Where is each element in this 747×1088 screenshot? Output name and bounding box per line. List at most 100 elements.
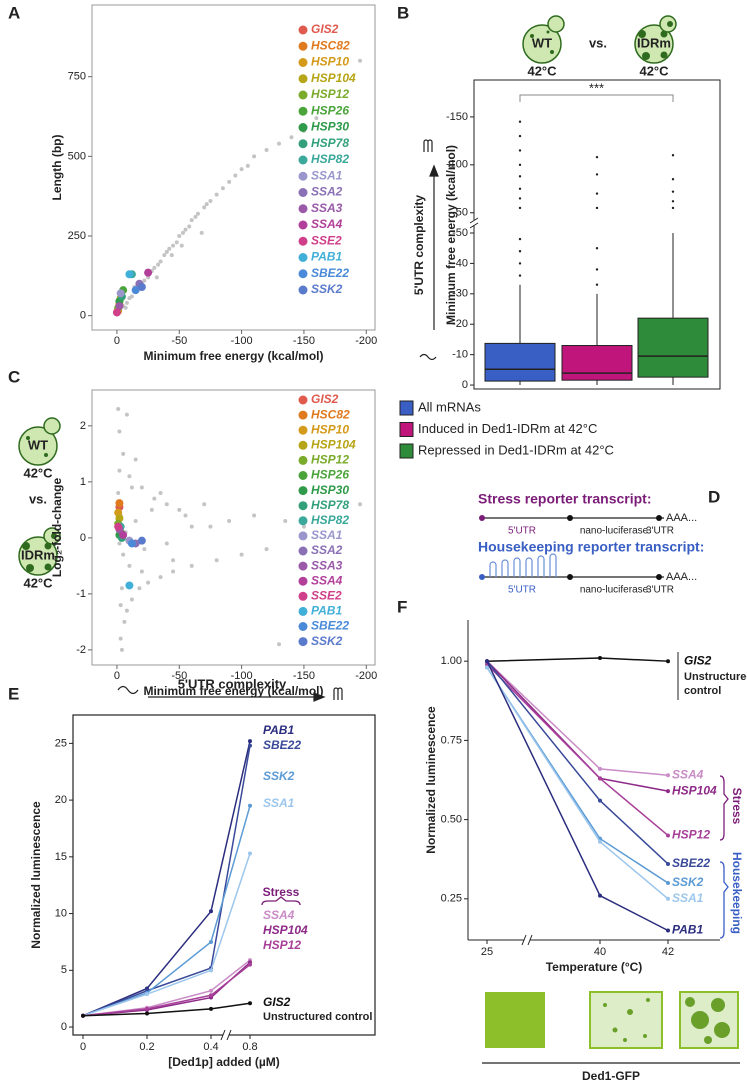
legend-label: SBE22	[311, 266, 349, 280]
point	[666, 896, 670, 901]
header-text: vs.	[589, 35, 607, 50]
background-point	[116, 491, 121, 496]
background-point	[121, 451, 126, 456]
plot-frame	[72, 714, 376, 1036]
point	[598, 893, 602, 898]
series-label: SSA4	[263, 908, 295, 922]
x-tick-label: -150	[293, 335, 315, 347]
background-point	[162, 253, 167, 258]
background-point	[158, 491, 163, 496]
background-point	[152, 265, 157, 270]
background-point	[123, 305, 128, 310]
outlier	[518, 149, 522, 152]
diagram-label: AAA...	[666, 571, 697, 583]
background-point	[181, 230, 186, 235]
background-point	[174, 240, 179, 245]
legend-marker	[298, 606, 308, 616]
panel-label: C	[8, 367, 20, 386]
background-point	[156, 262, 161, 267]
y-tick-label: 750	[68, 71, 86, 83]
box	[484, 342, 556, 382]
series-label: SBE22	[263, 738, 301, 752]
legend-label: SSA2	[311, 543, 343, 557]
y-axis-label: Normalized luminescence	[29, 801, 43, 949]
background-point	[171, 243, 176, 248]
legend-marker	[298, 591, 308, 601]
outlier	[671, 190, 675, 193]
gene-point	[127, 539, 136, 548]
diagram-label: 5'UTR	[508, 526, 536, 537]
background-point	[164, 249, 169, 254]
x-tick-label: 0.8	[242, 1041, 257, 1053]
background-point	[208, 524, 213, 529]
background-point	[129, 597, 134, 602]
legend-label: HSP104	[311, 437, 356, 451]
background-point	[183, 227, 188, 232]
y-tick-label: 0	[462, 379, 468, 391]
outlier	[518, 274, 522, 277]
background-point	[171, 569, 176, 574]
gene-point	[115, 499, 124, 508]
legend-label: SSK2	[311, 282, 343, 296]
background-point	[149, 507, 154, 512]
series-line	[82, 745, 251, 1017]
background-point	[264, 547, 269, 552]
legend-marker	[298, 90, 308, 100]
group-label: Stress	[730, 788, 744, 825]
gene-point	[131, 286, 140, 295]
y-tick-label: -1	[76, 588, 86, 600]
x-axis-label: Temperature (°C)	[546, 960, 643, 974]
panel-label: A	[8, 3, 20, 22]
x-tick-label: 0.2	[139, 1041, 154, 1053]
axis-break	[223, 1032, 229, 1038]
axis-break	[524, 937, 530, 943]
outlier	[518, 134, 522, 138]
y-tick-label: -50	[452, 207, 468, 219]
legend-marker	[298, 155, 308, 165]
series-line	[82, 964, 251, 1017]
legend-label: HSP26	[311, 468, 349, 482]
point	[145, 992, 149, 997]
header-text: 42°C	[527, 63, 557, 78]
side-label: 5'UTR complexity	[412, 195, 426, 296]
background-point	[133, 457, 138, 462]
cell-icons	[18, 15, 677, 576]
diagram-label: 5'UTR	[508, 585, 536, 596]
header-text: vs.	[29, 491, 47, 506]
background-point	[122, 619, 127, 624]
point	[666, 789, 670, 794]
legend-label: HSP10	[311, 422, 349, 436]
point	[666, 880, 670, 885]
group-brace	[719, 775, 729, 841]
panel-label: E	[8, 684, 19, 703]
legend-label: HSP78	[311, 498, 349, 512]
group-label: Stress	[263, 885, 300, 899]
x-axis-label: Minimum free energy (kcal/mol)	[143, 349, 323, 363]
gene-point	[119, 531, 128, 540]
series-label: HSP12	[263, 938, 301, 952]
background-point	[137, 586, 142, 591]
legend-label: HSP30	[311, 483, 349, 497]
axis-break	[469, 217, 479, 224]
point	[81, 1013, 85, 1018]
series-label: SSK2	[672, 875, 704, 889]
legend-marker	[298, 455, 308, 465]
outlier	[671, 178, 675, 181]
outlier	[518, 237, 522, 241]
background-point	[289, 135, 294, 140]
background-point	[169, 253, 174, 258]
y-tick-label: 1.00	[441, 655, 462, 667]
x-tick-label: -200	[355, 670, 377, 682]
legend-marker	[298, 501, 308, 511]
legend-label: Induced in Ded1-IDRm at 42°C	[418, 421, 597, 436]
background-point	[208, 198, 213, 203]
x-tick-label: -150	[293, 670, 315, 682]
legend-marker	[298, 25, 308, 35]
outlier	[518, 120, 522, 123]
legend-label: Repressed in Ded1-IDRm at 42°C	[418, 442, 614, 457]
background-point	[129, 294, 134, 299]
legend-marker	[298, 74, 308, 84]
group-label: Housekeeping	[730, 852, 744, 934]
diagram-label: AAA...	[666, 512, 697, 524]
box	[637, 317, 709, 378]
